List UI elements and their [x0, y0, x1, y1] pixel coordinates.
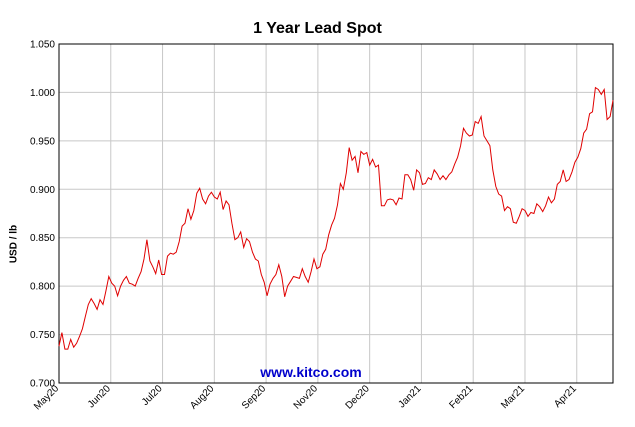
y-tick-label: 0.950 [30, 136, 55, 147]
chart-title: 1 Year Lead Spot [253, 20, 382, 37]
x-tick-label: Apr21 [552, 383, 579, 410]
x-tick-label: Mar21 [499, 383, 527, 411]
x-tick-label: Feb21 [447, 383, 475, 411]
x-tick-label: Jan21 [397, 383, 424, 410]
y-axis-label-wrap: USD / lb [9, 225, 20, 263]
x-tick-label: Jun20 [86, 383, 113, 410]
axes [58, 43, 614, 384]
plot-area-border [58, 43, 614, 384]
x-tick-label: Dec20 [344, 383, 373, 412]
y-tick-label: 0.900 [30, 185, 55, 196]
y-axis-label: USD / lb [8, 224, 20, 264]
x-tick-labels: May20 Jun20 Jul20 Aug20 Sep20 Nov20 Dec20 Jan21… [32, 383, 579, 412]
y-tick-labels: 0.700 0.750 0.800 0.850 0.900 0.950 1.000 1.050 [30, 40, 55, 390]
y-tick-label: 0.800 [30, 282, 55, 293]
y-tick-label: 0.700 [30, 379, 55, 390]
x-tick-label: Aug20 [188, 383, 217, 412]
price-series-line [58, 86, 614, 350]
y-tick-label: 0.750 [30, 330, 55, 341]
watermark: www.kitco.com [259, 364, 361, 380]
y-tick-label: 0.850 [30, 233, 55, 244]
x-tick-label: Nov20 [292, 383, 321, 412]
y-tick-label: 1.000 [30, 88, 55, 99]
x-tick-label: Jul20 [140, 383, 165, 408]
x-tick-label: Sep20 [240, 383, 269, 412]
y-tick-label: 1.050 [30, 40, 55, 51]
